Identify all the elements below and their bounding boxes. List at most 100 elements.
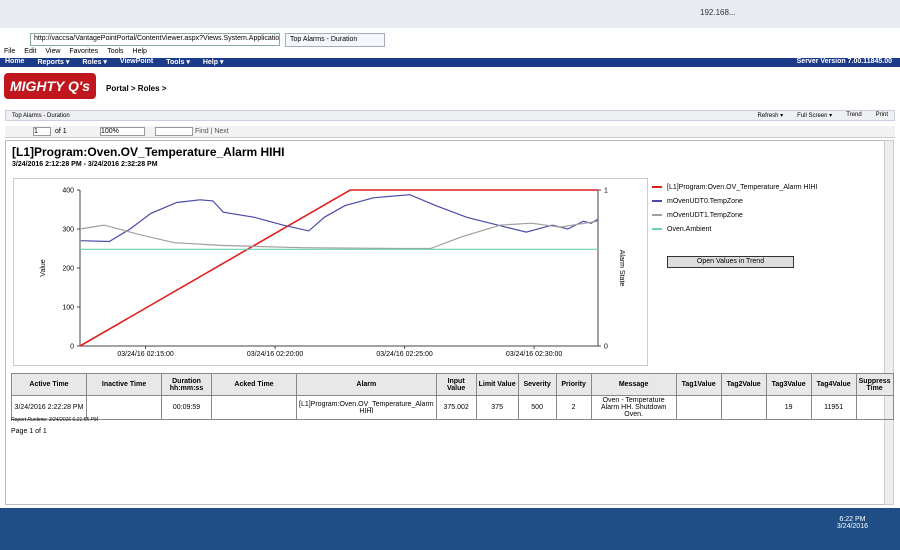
legend-label: Oven.Ambient: [667, 226, 711, 233]
table-cell: 2: [556, 396, 591, 420]
table-cell: 11951: [811, 396, 856, 420]
menu-item[interactable]: Favorites: [69, 48, 98, 57]
legend-swatch: [652, 200, 662, 202]
column-header: Tag1Value: [676, 374, 721, 396]
legend-swatch: [652, 228, 662, 230]
legend-swatch: [652, 214, 662, 216]
open-trend-button[interactable]: Open Values in Trend: [667, 256, 794, 268]
column-header: Alarm: [297, 374, 437, 396]
find-input[interactable]: [155, 127, 193, 136]
chart-frame: [14, 179, 648, 366]
legend-swatch: [652, 186, 662, 188]
legend-item: mOvenUDT1.TempZone: [652, 208, 818, 222]
column-header: Acked Time: [212, 374, 297, 396]
table-cell: 500: [518, 396, 556, 420]
column-header: Input Value: [436, 374, 476, 396]
panel-button[interactable]: Refresh ▾: [757, 112, 783, 119]
find-next[interactable]: Find | Next: [195, 128, 229, 135]
column-header: Active Time: [12, 374, 87, 396]
column-header: Tag2Value: [721, 374, 766, 396]
nav-item[interactable]: ViewPoint: [120, 58, 153, 67]
server-version: Server Version 7.00.11845.00: [797, 58, 892, 65]
taskbar: [0, 508, 900, 550]
column-header: Suppress Time: [856, 374, 893, 396]
report-toolbar: 1 of 1 100% Find | Next: [5, 126, 895, 138]
legend-label: [L1]Program:Oven.OV_Temperature_Alarm HI…: [667, 184, 818, 191]
column-header: Tag3Value: [766, 374, 811, 396]
nav-item[interactable]: Reports ▾: [37, 58, 69, 67]
app-nav: Home Reports ▾ Roles ▾ ViewPoint Tools ▾ Help…: [0, 58, 900, 67]
table-cell: [856, 396, 893, 420]
alarm-table: Active TimeInactive TimeDuration hh:mm:s…: [11, 373, 894, 420]
table-cell: [212, 396, 297, 420]
menu-item[interactable]: Edit: [24, 48, 36, 57]
clock: 6:22 PM3/24/2016: [837, 516, 868, 530]
column-header: Tag4Value: [811, 374, 856, 396]
table-cell: 375: [476, 396, 518, 420]
menu-item[interactable]: Tools: [107, 48, 123, 57]
menu-item[interactable]: View: [45, 48, 60, 57]
legend-item: mOvenUDT0.TempZone: [652, 194, 818, 208]
table-cell: [87, 396, 162, 420]
column-header: Priority: [556, 374, 591, 396]
nav-item[interactable]: Help ▾: [203, 58, 224, 67]
menu-bar: File Edit View Favorites Tools Help: [0, 48, 900, 57]
nav-item[interactable]: Home: [5, 58, 24, 67]
chart: 0 100 200 300 400 0 1 03/24/16 02:15:00 03/24/16…: [13, 178, 648, 366]
legend-item: [L1]Program:Oven.OV_Temperature_Alarm HI…: [652, 180, 818, 194]
browser-frame: 192.168...: [0, 0, 900, 28]
x-tick-label: 03/24/16 02:15:00: [117, 351, 174, 358]
column-header: Severity: [518, 374, 556, 396]
table-cell: [L1]Program:Oven.OV_Temperature_Alarm HI…: [297, 396, 437, 420]
nav-item[interactable]: Roles ▾: [82, 58, 107, 67]
remote-host: 192.168...: [700, 8, 736, 17]
y2-axis-label: Alarm State: [618, 250, 625, 287]
column-header: Duration hh:mm:ss: [162, 374, 212, 396]
browser-tab[interactable]: Top Alarms - Duration: [285, 33, 385, 47]
table-cell: [721, 396, 766, 420]
time: 6:22 PM: [837, 516, 868, 523]
legend-label: mOvenUDT0.TempZone: [667, 198, 743, 205]
legend-item: Oven.Ambient: [652, 222, 818, 236]
x-tick-label: 03/24/16 02:30:00: [506, 351, 563, 358]
panel-button[interactable]: Trend: [846, 112, 861, 119]
x-tick-label: 03/24/16 02:25:00: [376, 351, 433, 358]
report-title: [L1]Program:Oven.OV_Temperature_Alarm HI…: [12, 145, 285, 159]
column-header: Message: [591, 374, 676, 396]
menu-item[interactable]: File: [4, 48, 15, 57]
nav-item[interactable]: Tools ▾: [166, 58, 190, 67]
table-cell: 3/24/2016 2:22:28 PM: [12, 396, 87, 420]
report-runtime: Report Runtime: 3/24/2016 6:21:55 PM: [11, 417, 98, 423]
y-tick-label: 100: [62, 305, 74, 312]
header-row: Active TimeInactive TimeDuration hh:mm:s…: [12, 374, 894, 396]
y-tick-label: 300: [62, 227, 74, 234]
page-info: Page 1 of 1: [11, 428, 47, 435]
y2-tick-label: 0: [604, 344, 608, 351]
menu-item[interactable]: Help: [133, 48, 147, 57]
table-cell: 19: [766, 396, 811, 420]
panel-button[interactable]: Print: [876, 112, 888, 119]
column-header: Limit Value: [476, 374, 518, 396]
report-subtitle: 3/24/2016 2:12:28 PM - 3/24/2016 2:32:28…: [12, 161, 158, 168]
zoom-select[interactable]: 100%: [100, 127, 145, 136]
panel-button[interactable]: Full Screen ▾: [797, 112, 832, 119]
page-input[interactable]: 1: [33, 127, 51, 136]
address-bar[interactable]: http://vaccsa/VantagePointPortal/Content…: [30, 33, 280, 46]
y-tick-label: 0: [70, 344, 74, 351]
table-cell: [676, 396, 721, 420]
breadcrumb[interactable]: Portal > Roles >: [106, 84, 166, 93]
y-tick-label: 200: [62, 266, 74, 273]
page-count: of 1: [55, 128, 67, 135]
y-axis-label: Value: [40, 259, 47, 276]
scrollbar[interactable]: [884, 140, 894, 505]
legend-label: mOvenUDT1.TempZone: [667, 212, 743, 219]
date: 3/24/2016: [837, 523, 868, 530]
column-header: Inactive Time: [87, 374, 162, 396]
y2-tick-label: 1: [604, 188, 608, 195]
table-body: 3/24/2016 2:22:28 PM00:09:59[L1]Program:…: [12, 396, 894, 420]
x-tick-label: 03/24/16 02:20:00: [247, 351, 304, 358]
table-cell: Oven - Temperature Alarm HH. Shutdown Ov…: [591, 396, 676, 420]
y-tick-label: 400: [62, 188, 74, 195]
logo[interactable]: MIGHTY Q's: [4, 73, 96, 99]
